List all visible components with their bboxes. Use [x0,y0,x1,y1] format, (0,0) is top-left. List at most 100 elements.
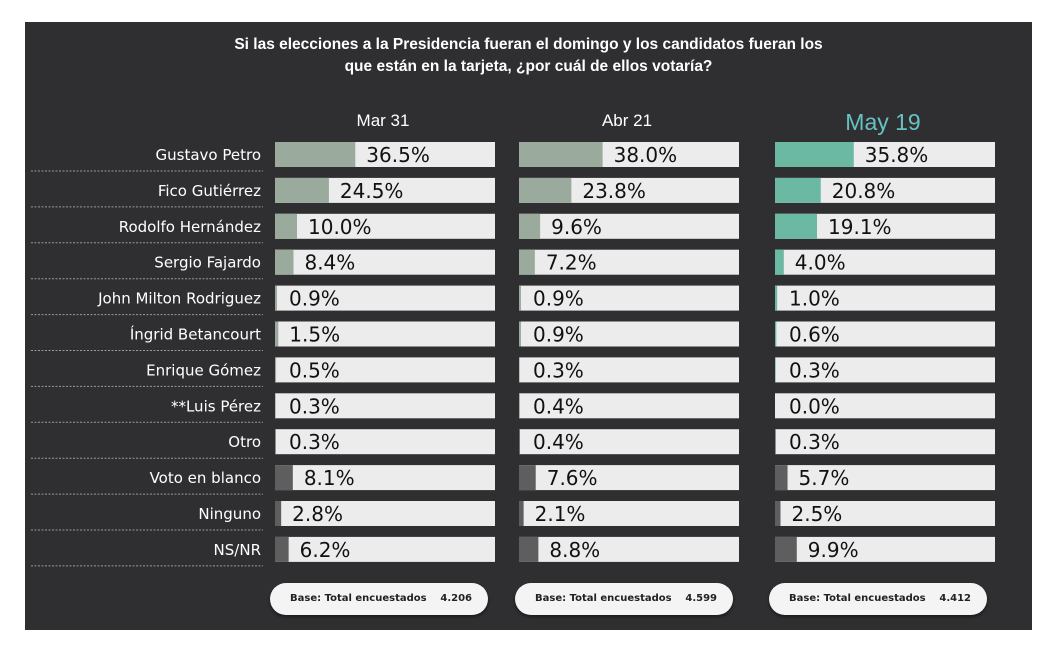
data-label: 7.2% [546,251,597,275]
bar [275,285,277,311]
category-label: **Luis Pérez [171,397,261,415]
data-label: 6.2% [300,538,351,562]
base-value: 4.206 [440,593,472,604]
data-label: 0.0% [789,394,840,418]
bar-track [775,321,995,347]
bar [775,501,781,526]
base-label: Base: Total encuestados [290,593,427,604]
bar [775,321,777,347]
bar-track [519,501,739,526]
bar-track [275,393,495,419]
category-label: Enrique Gómez [146,361,261,379]
bar [275,501,282,526]
bar [775,213,818,239]
bar [275,429,276,455]
bar-track [275,429,495,455]
data-label: 2.8% [292,502,343,526]
category-label: John Milton Rodriguez [97,290,261,308]
data-label: 2.5% [792,502,843,526]
base-pill-may19: Base: Total encuestados 4.412 [769,583,987,615]
bar [275,142,356,167]
bar [275,357,277,383]
data-label: 1.5% [289,323,340,347]
category-label: Gustavo Petro [156,146,261,164]
series-header: Abr 21 [602,111,652,130]
base-label: Base: Total encuestados [789,593,926,604]
data-label: 20.8% [832,179,896,203]
bar-track [275,249,495,275]
bar-track [519,357,739,383]
bar-track [519,465,739,491]
data-label: 10.0% [308,215,372,239]
data-label: 4.0% [795,251,846,275]
data-label: 0.4% [533,394,584,418]
data-label: 8.1% [304,466,355,490]
data-label: 24.5% [340,179,404,203]
category-label: Voto en blanco [150,469,261,487]
data-label: 0.3% [289,430,340,454]
bar [519,213,541,239]
bar [775,357,776,383]
data-label: 38.0% [614,143,678,167]
data-label: 36.5% [366,143,430,167]
data-label: 0.3% [533,358,584,382]
bar-track [275,285,495,311]
bar-track [275,321,495,347]
base-label: Base: Total encuestados [535,593,672,604]
bar-track [519,321,739,347]
data-label: 0.6% [789,323,840,347]
data-label: 2.1% [535,502,586,526]
data-label: 8.4% [304,251,355,275]
data-label: 0.3% [289,394,340,418]
bar [275,465,293,491]
data-label: 7.6% [547,466,598,490]
bar [775,465,788,491]
bar-track [775,501,995,526]
base-value: 4.412 [939,593,971,604]
bar-track [775,393,995,419]
data-label: 19.1% [828,215,892,239]
category-label: Otro [228,433,261,451]
data-label: 9.6% [551,215,602,239]
bar-track [275,357,495,383]
bar [275,177,329,203]
bar [519,429,520,455]
bar-track [275,213,495,239]
category-label: Sergio Fajardo [154,254,261,272]
data-label: 0.9% [533,323,584,347]
bar-track [519,213,739,239]
bar [775,429,776,455]
bar-track [519,249,739,275]
data-label: 0.3% [789,358,840,382]
bar [275,536,289,562]
category-label: Ninguno [198,505,261,523]
bar [519,285,521,311]
bar [775,177,821,203]
base-value: 4.599 [685,593,717,604]
data-label: 0.5% [289,358,340,382]
bar [519,465,536,491]
data-label: 8.8% [549,538,600,562]
bar [275,321,279,347]
bar-track [275,465,495,491]
data-label: 9.9% [808,538,859,562]
bar-track [275,536,495,562]
bar [519,249,535,275]
bar [519,357,520,383]
bar [775,285,778,311]
bar-track [775,465,995,491]
bar [519,393,520,419]
chart-title-line-2: que están en la tarjeta, ¿por cuál de el… [344,58,713,75]
series-header: May 19 [845,109,920,135]
data-label: 1.0% [789,287,840,311]
bar [519,501,524,526]
category-label: Rodolfo Hernández [119,218,261,236]
category-label: Fico Gutiérrez [158,182,261,200]
base-pill-mar31: Base: Total encuestados 4.206 [270,583,488,615]
bar-track [775,285,995,311]
bar [775,249,784,275]
bar [519,321,521,347]
data-label: 0.3% [789,430,840,454]
bar [519,536,539,562]
base-pill-abr21: Base: Total encuestados 4.599 [515,583,733,615]
